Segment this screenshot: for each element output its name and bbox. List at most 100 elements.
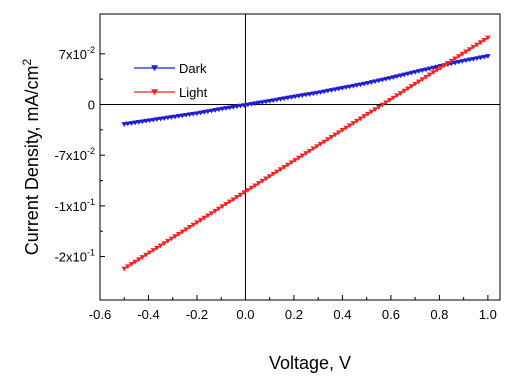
data-point-dark <box>306 92 313 97</box>
data-point-light <box>328 134 335 140</box>
data-point-dark <box>452 60 458 66</box>
data-point-light <box>357 116 364 122</box>
data-point-dark <box>321 89 328 95</box>
data-point-dark <box>346 84 353 90</box>
zero-lines <box>100 14 500 300</box>
data-point-light <box>423 74 429 80</box>
data-point-dark <box>245 102 251 108</box>
data-point-dark <box>125 121 131 127</box>
data-point-dark <box>474 56 480 61</box>
data-point-dark <box>383 76 389 82</box>
data-point-light <box>415 79 422 85</box>
data-point-dark <box>146 118 153 124</box>
data-point-light <box>405 86 411 92</box>
data-point-light <box>157 243 164 249</box>
legend-item-light: Light <box>134 85 208 100</box>
data-point-light <box>485 35 491 41</box>
data-point-light <box>397 91 404 96</box>
data-point-light <box>437 65 444 71</box>
data-point-dark <box>343 85 349 91</box>
data-point-dark <box>215 107 222 113</box>
data-point-dark <box>263 99 269 105</box>
data-point-dark <box>354 83 360 88</box>
x-tick-label: 0.6 <box>382 307 400 322</box>
data-point-light <box>219 204 226 210</box>
data-point-light <box>466 47 473 52</box>
data-point-dark <box>201 110 208 115</box>
data-point-dark <box>270 98 277 104</box>
data-point-light <box>332 132 338 138</box>
data-point-dark <box>277 97 284 102</box>
data-point-light <box>401 88 408 94</box>
data-point-dark <box>368 80 375 85</box>
y-axis-title-main: Current Density, mA/cm <box>22 65 42 255</box>
data-point-dark <box>477 55 484 61</box>
data-point-dark <box>314 90 320 96</box>
data-point-light <box>226 199 233 205</box>
data-point-light <box>139 255 146 260</box>
data-point-light <box>172 234 178 240</box>
data-point-dark <box>466 57 473 63</box>
data-point-light <box>306 148 313 154</box>
data-point-light <box>430 70 437 76</box>
data-point-dark <box>285 95 291 101</box>
data-point-light <box>154 245 160 251</box>
y-tick-label: -7x10-2 <box>54 146 95 163</box>
data-point-light <box>394 93 400 99</box>
data-point-light <box>412 81 418 87</box>
data-point-dark <box>386 76 393 81</box>
data-point-dark <box>470 56 477 62</box>
data-point-dark <box>281 96 288 102</box>
data-point-dark <box>405 71 411 77</box>
data-point-dark <box>150 117 157 123</box>
data-point-dark <box>335 86 342 92</box>
series-dark <box>121 54 491 127</box>
x-tick-label: -0.2 <box>186 307 208 322</box>
data-point-dark <box>197 110 204 116</box>
data-point-dark <box>179 113 186 119</box>
data-point-light <box>463 49 469 55</box>
data-point-dark <box>415 69 422 74</box>
data-point-light <box>383 100 389 106</box>
data-point-light <box>426 72 433 78</box>
data-point-dark <box>397 73 404 79</box>
data-point-light <box>270 171 277 177</box>
y-tick-label: 0 <box>88 98 95 113</box>
data-point-dark <box>310 91 317 97</box>
data-point-dark <box>303 92 309 98</box>
y-tick-label: -2x10-1 <box>54 248 95 265</box>
data-point-dark <box>292 94 298 100</box>
x-axis-ticks: -0.6 -0.4 -0.2 0.0 0.2 0.4 0.6 0.8 1.0 <box>89 295 497 322</box>
data-point-light <box>128 262 135 267</box>
data-point-dark <box>143 118 149 124</box>
data-point-light <box>179 229 186 235</box>
data-point-light <box>481 37 488 43</box>
data-point-dark <box>274 97 280 103</box>
data-point-dark <box>408 70 415 76</box>
legend-marker-icon <box>151 65 158 72</box>
legend-label: Light <box>179 85 208 100</box>
data-point-dark <box>190 111 197 117</box>
data-point-light <box>263 176 269 182</box>
data-point-light <box>474 42 480 48</box>
data-point-light <box>434 67 440 73</box>
data-point-light <box>186 225 193 230</box>
data-point-light <box>168 236 175 242</box>
data-point-light <box>255 181 262 186</box>
data-point-dark <box>332 87 338 93</box>
data-point-dark <box>132 120 138 126</box>
series-group <box>121 35 491 272</box>
data-point-dark <box>157 116 164 122</box>
y-axis-ticks: 7x10-2 0 -7x10-2 -1x10-1 -2x10-1 <box>54 45 105 265</box>
data-point-light <box>208 211 215 216</box>
data-point-light <box>292 158 298 163</box>
data-point-dark <box>455 59 462 65</box>
data-point-dark <box>241 103 248 108</box>
data-point-dark <box>448 61 455 67</box>
data-point-dark <box>325 88 331 94</box>
data-point-light <box>361 114 368 119</box>
x-tick-label: 1.0 <box>479 307 497 322</box>
data-point-light <box>252 183 258 189</box>
data-point-light <box>205 213 211 219</box>
legend-label: Dark <box>179 61 207 76</box>
